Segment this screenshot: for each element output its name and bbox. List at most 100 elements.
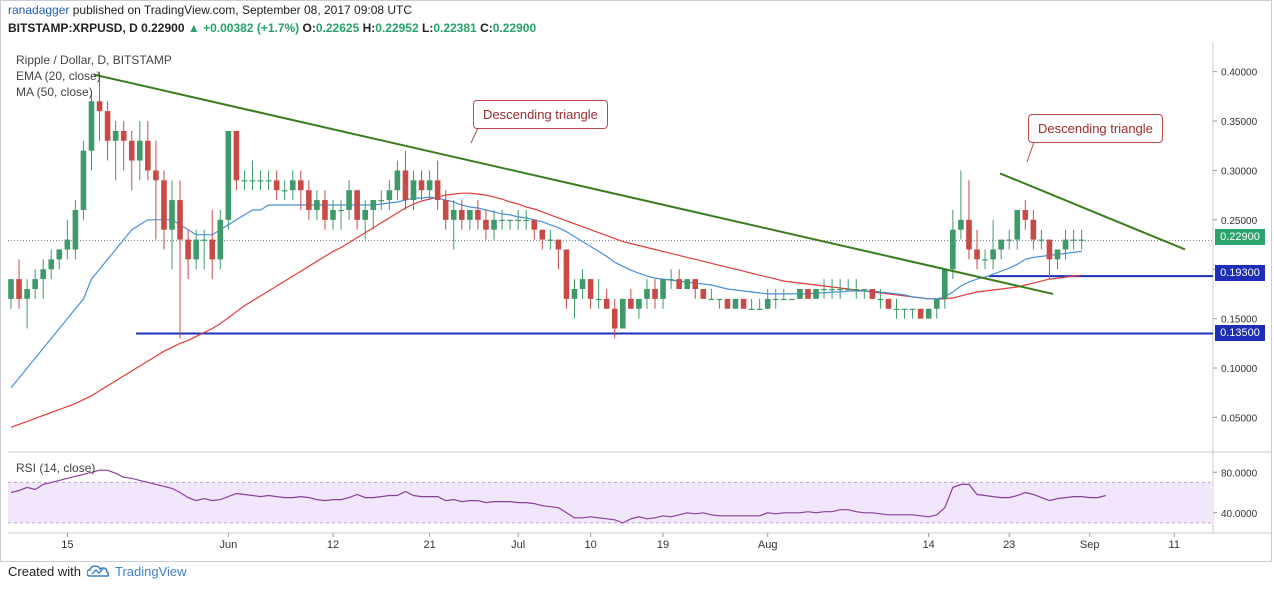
candle <box>877 288 884 309</box>
candle-body <box>281 190 288 192</box>
candle <box>209 209 216 280</box>
ema20-line <box>10 196 1082 389</box>
x-tick-label: 23 <box>1003 539 1015 551</box>
candle-body <box>660 279 666 299</box>
callout-pointer <box>1026 141 1035 163</box>
candle <box>1038 229 1045 250</box>
candle <box>523 209 529 230</box>
candle <box>88 91 95 171</box>
x-tick-label: 11 <box>1169 539 1180 551</box>
candle <box>644 279 650 309</box>
candle <box>1030 209 1037 250</box>
candle-body <box>402 170 409 201</box>
candle-body <box>96 101 103 112</box>
candle <box>668 269 674 289</box>
candle-body <box>338 209 344 212</box>
rsi-legend: RSI (14, close) <box>16 461 96 475</box>
candle-body <box>483 219 489 230</box>
candle <box>756 298 763 310</box>
last-price: 0.22900 <box>141 21 185 35</box>
legend-title: Ripple / Dollar, D, BITSTAMP <box>16 53 172 67</box>
candle <box>64 219 71 260</box>
callout-descending-triangle-left[interactable]: Descending triangle <box>473 100 608 129</box>
candle <box>531 219 538 240</box>
candle <box>950 209 956 280</box>
candle-body <box>169 200 175 230</box>
x-tick-label: 14 <box>923 539 935 551</box>
x-tick-label: Sep <box>1080 539 1100 551</box>
candle <box>442 190 449 230</box>
candle <box>370 200 377 230</box>
x-tick-label: 21 <box>423 539 435 551</box>
candle <box>724 298 731 309</box>
high-label: H: <box>362 21 376 35</box>
candle-body <box>917 308 924 319</box>
candle <box>72 200 79 260</box>
candle <box>821 279 827 299</box>
candle-body <box>394 170 401 191</box>
candle-body <box>531 219 538 230</box>
candle-body <box>797 288 803 299</box>
publish-info: published on TradingView.com, September … <box>72 3 413 17</box>
candle-body <box>410 180 417 201</box>
candle <box>1006 229 1012 250</box>
candle <box>104 101 111 161</box>
candle <box>628 288 634 309</box>
candle-body <box>241 180 248 182</box>
candle <box>467 209 473 230</box>
rsi-line <box>10 469 1106 524</box>
candle <box>459 200 465 230</box>
candle <box>128 130 135 191</box>
candle <box>917 308 924 319</box>
candle <box>837 279 843 299</box>
candle-body <box>636 298 642 309</box>
candle-body <box>990 249 996 260</box>
price-chart[interactable]: 0.400000.350000.300000.250000.200000.150… <box>0 0 1274 562</box>
candle-body <box>958 219 964 230</box>
candle <box>491 209 497 240</box>
candle <box>48 249 55 280</box>
candle-body <box>611 308 618 329</box>
candle-body <box>781 298 787 301</box>
trendline-short <box>999 172 1186 251</box>
candle-body <box>853 288 860 291</box>
candle-body <box>909 308 916 310</box>
candle <box>346 180 352 220</box>
candle <box>249 160 256 191</box>
candle-body <box>950 229 956 270</box>
candle <box>281 180 288 201</box>
candle <box>974 229 980 270</box>
candle-body <box>1070 239 1077 241</box>
tradingview-link[interactable]: TradingView <box>86 564 187 579</box>
candle-body <box>153 170 159 181</box>
created-with-label: Created with <box>8 563 81 579</box>
candle <box>217 209 224 270</box>
candle <box>925 308 932 319</box>
candle <box>700 288 707 299</box>
legend-ema: EMA (20, close) <box>16 69 101 83</box>
candle-body <box>998 239 1004 250</box>
footer: Created with TradingView <box>8 563 187 579</box>
candle-body <box>56 249 63 260</box>
candle-body <box>330 209 336 220</box>
candle-body <box>539 229 546 240</box>
candle <box>611 298 618 339</box>
open-value: 0.22625 <box>315 21 360 35</box>
candle <box>241 170 248 191</box>
candle-body <box>732 298 739 309</box>
x-tick-label: Jun <box>219 539 237 551</box>
candle-body <box>620 298 626 329</box>
cloud-icon <box>86 565 109 577</box>
candle-body <box>233 130 240 181</box>
callout-descending-triangle-right[interactable]: Descending triangle <box>1028 114 1163 143</box>
candle <box>893 298 900 319</box>
candle <box>933 298 940 319</box>
candle <box>676 269 682 289</box>
author-link[interactable]: ranadagger <box>8 3 70 17</box>
candle-body <box>354 190 360 220</box>
candle <box>265 170 272 191</box>
x-tick-label: 15 <box>61 539 73 551</box>
candle <box>177 180 183 339</box>
candle <box>813 288 819 299</box>
up-arrow-icon: ▲ <box>187 21 200 35</box>
